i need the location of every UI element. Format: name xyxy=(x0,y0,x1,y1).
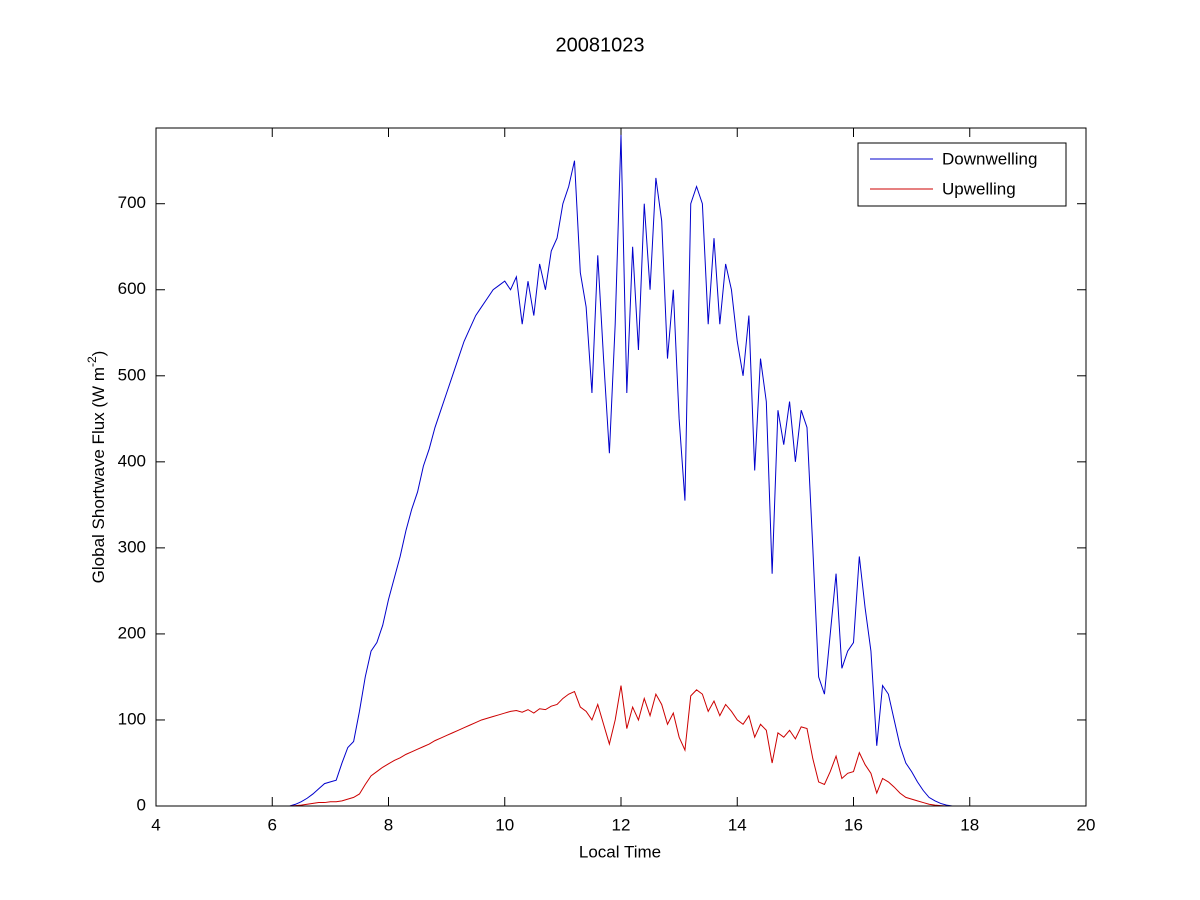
chart-title: 20081023 xyxy=(556,34,645,56)
x-axis-label: Local Time xyxy=(579,842,661,861)
axes-box xyxy=(155,127,1087,807)
x-tick-label: 8 xyxy=(384,815,393,834)
y-tick-label: 700 xyxy=(118,193,146,212)
y-tick-label: 400 xyxy=(118,451,146,470)
y-axis-label: Global Shortwave Flux (W m-2) xyxy=(85,351,108,584)
y-label-end: ) xyxy=(89,351,108,357)
legend-label: Downwelling xyxy=(942,149,1037,168)
series-line xyxy=(289,685,953,807)
y-tick-label: 300 xyxy=(118,537,146,556)
y-label-text: Global Shortwave Flux (W m xyxy=(89,367,108,583)
x-tick-label: 10 xyxy=(495,815,514,834)
x-tick-label: 6 xyxy=(268,815,277,834)
legend-label: Upwelling xyxy=(942,179,1016,198)
y-tick-label: 0 xyxy=(137,795,146,814)
y-tick-label: 500 xyxy=(118,365,146,384)
y-label-sup: -2 xyxy=(85,356,99,367)
x-tick-label: 18 xyxy=(960,815,979,834)
legend-box xyxy=(857,142,1067,207)
series-line xyxy=(289,134,953,807)
y-tick-label: 100 xyxy=(118,709,146,728)
x-tick-label: 14 xyxy=(728,815,747,834)
y-tick-label: 200 xyxy=(118,623,146,642)
x-tick-label: 4 xyxy=(151,815,160,834)
x-tick-label: 16 xyxy=(844,815,863,834)
x-tick-label: 12 xyxy=(612,815,631,834)
plot-area xyxy=(156,128,1086,806)
y-tick-label: 600 xyxy=(118,279,146,298)
x-tick-label: 20 xyxy=(1077,815,1096,834)
